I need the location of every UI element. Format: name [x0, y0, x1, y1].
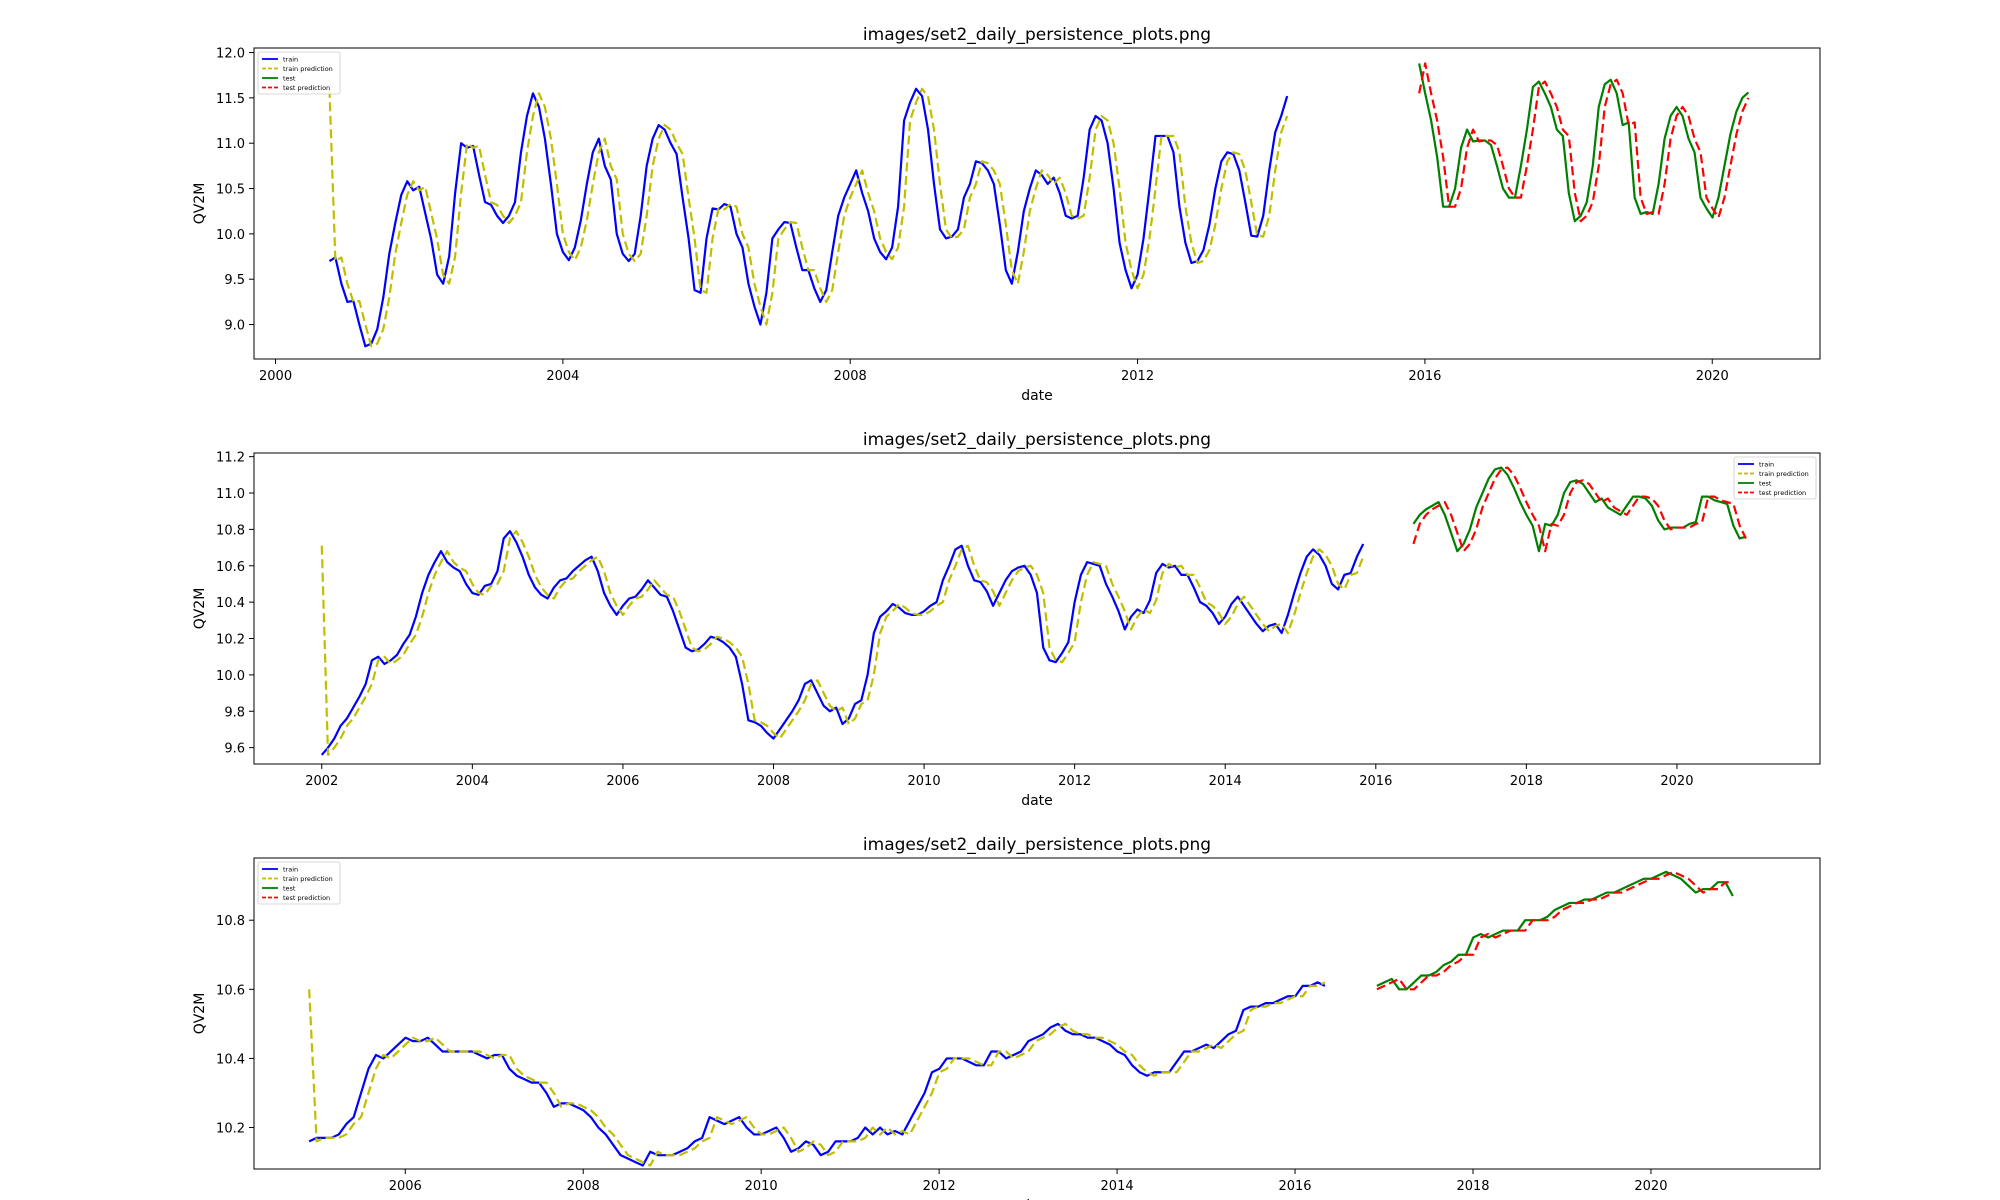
x-tick-label: 2004	[456, 774, 489, 789]
legend-label: train prediction	[283, 65, 333, 73]
x-tick-label: 2018	[1456, 1179, 1489, 1194]
y-tick-label: 9.8	[224, 705, 245, 720]
legend-label: train	[283, 55, 298, 63]
y-tick-label: 9.5	[224, 273, 245, 288]
x-tick-label: 2010	[908, 774, 941, 789]
legend-label: train	[283, 865, 298, 873]
y-tick-label: 11.0	[216, 137, 245, 152]
legend-label: test prediction	[1759, 489, 1806, 497]
axes-frame	[253, 47, 1821, 360]
chart-title: images/set2_daily_persistence_plots.png	[863, 25, 1211, 45]
x-tick-label: 2016	[1359, 774, 1392, 789]
y-axis-label: QV2M	[192, 183, 208, 225]
series-line-test	[1418, 63, 1750, 223]
y-tick-label: 9.0	[224, 319, 245, 334]
series-line-train	[308, 981, 1326, 1167]
axes-frame	[253, 452, 1821, 765]
y-tick-label: 11.5	[216, 92, 245, 107]
y-tick-label: 10.0	[216, 669, 245, 684]
x-tick-label: 2012	[1058, 774, 1091, 789]
legend-label: test prediction	[283, 894, 330, 902]
y-axis-label: QV2M	[192, 588, 208, 630]
series-line-test-prediction	[1412, 466, 1747, 553]
x-axis-label: date	[1021, 1198, 1053, 1200]
y-tick-label: 10.6	[216, 560, 245, 575]
legend-box	[257, 861, 341, 905]
legend-label: test prediction	[283, 84, 330, 92]
axes-frame	[253, 857, 1821, 1170]
y-tick-label: 10.4	[216, 596, 245, 611]
plot-area	[328, 62, 1750, 348]
x-axis-label: date	[1021, 388, 1053, 404]
y-axis-label: QV2M	[192, 993, 208, 1035]
x-tick-label: 2014	[1209, 774, 1242, 789]
x-tick-label: 2020	[1660, 774, 1693, 789]
y-tick-label: 10.8	[216, 523, 245, 538]
y-tick-label: 11.2	[216, 451, 245, 466]
chart-panel-3: images/set2_daily_persistence_plots.png 2…	[192, 835, 1821, 1200]
legend-label: test	[1759, 479, 1772, 487]
x-tick-label: 2012	[1121, 369, 1154, 384]
y-tick-label: 10.2	[216, 1122, 245, 1137]
series-line-train	[320, 530, 1365, 756]
y-tick-label: 9.6	[224, 742, 245, 757]
x-tick-label: 2016	[1408, 369, 1441, 384]
legend-box	[1733, 456, 1817, 500]
series-line-train-prediction	[320, 530, 1365, 757]
y-tick-label: 10.4	[216, 1052, 245, 1067]
x-tick-label: 2002	[305, 774, 338, 789]
chart-panel-1: images/set2_daily_persistence_plots.png 2…	[192, 25, 1821, 404]
x-tick-label: 2016	[1278, 1179, 1311, 1194]
legend-label: test	[283, 884, 296, 892]
chart-title: images/set2_daily_persistence_plots.png	[863, 835, 1211, 855]
x-tick-label: 2014	[1101, 1179, 1134, 1194]
y-tick-label: 10.2	[216, 633, 245, 648]
plot-area	[320, 466, 1747, 757]
chart-panels: images/set2_daily_persistence_plots.png 2…	[192, 25, 1821, 1200]
x-tick-label: 2004	[546, 369, 579, 384]
x-tick-label: 2008	[834, 369, 867, 384]
x-tick-label: 2000	[259, 369, 292, 384]
y-tick-label: 10.8	[216, 914, 245, 929]
series-line-test	[1376, 870, 1734, 991]
legend-label: test	[283, 74, 296, 82]
x-tick-label: 2006	[389, 1179, 422, 1194]
x-tick-label: 2018	[1510, 774, 1543, 789]
chart-panel-2: images/set2_daily_persistence_plots.png 2…	[192, 430, 1821, 809]
y-tick-label: 10.0	[216, 228, 245, 243]
x-tick-label: 2010	[745, 1179, 778, 1194]
series-line-test-prediction	[1418, 62, 1750, 223]
x-tick-label: 2012	[923, 1179, 956, 1194]
y-tick-label: 11.0	[216, 487, 245, 502]
y-tick-label: 10.6	[216, 983, 245, 998]
legend-label: train prediction	[1759, 470, 1809, 478]
series-line-train-prediction	[308, 981, 1326, 1167]
x-tick-label: 2020	[1696, 369, 1729, 384]
series-line-train-prediction	[328, 87, 1289, 348]
x-tick-label: 2008	[567, 1179, 600, 1194]
y-tick-label: 10.5	[216, 183, 245, 198]
chart-title: images/set2_daily_persistence_plots.png	[863, 430, 1211, 450]
legend-label: train prediction	[283, 875, 333, 883]
legend-box	[257, 51, 341, 95]
series-line-test-prediction	[1376, 870, 1733, 991]
x-tick-label: 2020	[1634, 1179, 1667, 1194]
y-tick-label: 12.0	[216, 47, 245, 62]
x-axis-label: date	[1021, 793, 1053, 809]
legend-label: train	[1759, 460, 1774, 468]
plot-area	[308, 870, 1734, 1167]
x-tick-label: 2006	[606, 774, 639, 789]
x-tick-label: 2008	[757, 774, 790, 789]
